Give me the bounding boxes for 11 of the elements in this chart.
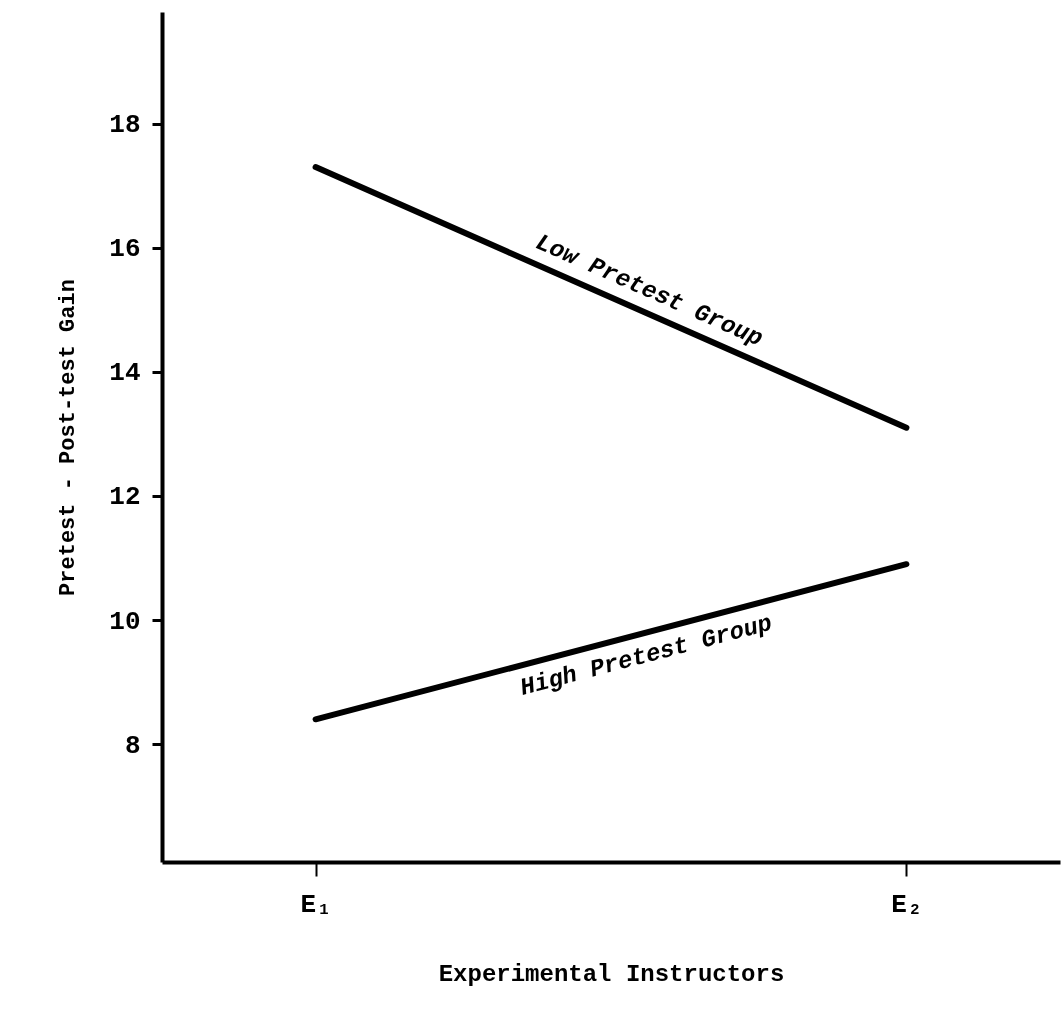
y-tick-label: 12 — [109, 482, 141, 513]
text: High Pretest Group — [517, 609, 776, 702]
x-tick-label: E₂ — [891, 889, 923, 920]
x-tick-label: E₁ — [300, 889, 332, 920]
y-axis-title: Pretest - Post-test Gain — [56, 279, 82, 596]
y-tick-label: 14 — [109, 358, 141, 389]
y-tick-label: 18 — [109, 110, 141, 141]
y-tick-label: 8 — [124, 730, 141, 761]
x-axis-title: Experimental Instructors — [438, 960, 785, 988]
y-tick-label: 10 — [109, 606, 141, 637]
y-tick-label: 16 — [109, 234, 141, 265]
